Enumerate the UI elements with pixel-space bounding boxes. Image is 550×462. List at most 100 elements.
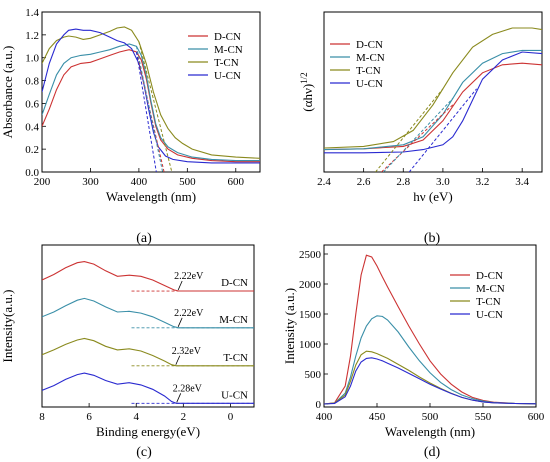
tangent-line-b-1 [383, 98, 454, 172]
x-tick-label-c-3: 2 [181, 411, 187, 423]
y-tick-label-a-6: 1.2 [25, 30, 39, 42]
x-tick-label-d-2: 500 [422, 411, 439, 423]
series-line-d-d-cn [324, 254, 536, 405]
y-axis-label-a: Absorbance (a.u.) [0, 46, 15, 139]
y-axis-label-sup-b: 1/2 [299, 72, 309, 84]
x-tick-label-c-1: 6 [86, 411, 92, 423]
annot-arrow-0 [177, 280, 183, 291]
legend-d: D-CNM-CNT-CNU-CN [450, 270, 505, 321]
series-group-d [324, 254, 536, 405]
plot-frame-c [41, 244, 255, 408]
x-axis-label-d: Wavelength (nm) [385, 424, 475, 439]
legend-label-b-1: M-CN [356, 52, 385, 64]
y-tick-label-a-0: 0.0 [25, 167, 39, 179]
legend-label-a-1: M-CN [214, 44, 243, 56]
series-label-c-1: M-CN [219, 314, 248, 326]
y-tick-label-d-4: 2000 [299, 279, 322, 291]
annot-text-3: 2.28eV [173, 383, 203, 394]
legend-label-d-3: U-CN [476, 309, 503, 321]
x-axis-label-a: Wavelength (nm) [106, 189, 196, 204]
annot-arrow-2 [175, 355, 181, 365]
series-line-c-d-cn [42, 261, 254, 292]
y-tick-label-d-5: 2500 [299, 249, 322, 261]
legend-label-d-1: M-CN [476, 283, 505, 295]
tangent-line-a-2 [138, 41, 173, 172]
annot-text-0: 2.22eV [174, 271, 204, 282]
tangent-line-b-0 [381, 104, 454, 172]
y-tick-label-a-4: 0.8 [25, 76, 39, 88]
chart-panel-a: 200 300 400 500 600 0.0 0.2 0.4 0.6 0.8 1.0 1.2 1.4 W… [0, 7, 261, 246]
annot-arrow-1 [177, 317, 183, 328]
series-line-c-m-cn [42, 297, 254, 329]
annot-text-1: 2.22eV [174, 308, 204, 319]
series-group-a [42, 26, 260, 172]
x-tick-label-a-3: 500 [179, 176, 196, 188]
y-tick-label-a-2: 0.4 [25, 121, 39, 133]
series-line-c-t-cn [42, 337, 254, 367]
series-line-b-d-cn [324, 62, 542, 151]
series-group-c [42, 261, 254, 404]
legend-label-b-2: T-CN [356, 65, 381, 77]
x-axis-label-c: Binding energy(eV) [96, 424, 200, 439]
series-label-c-0: D-CN [221, 277, 248, 289]
annot-text-2: 2.32eV [172, 346, 202, 357]
y-tick-label-d-0: 0 [316, 399, 322, 411]
legend-label-a-0: D-CN [214, 31, 241, 43]
x-tick-label-a-0: 200 [34, 176, 51, 188]
series-label-c-3: U-CN [221, 389, 248, 401]
series-line-b-u-cn [324, 51, 542, 154]
plot-frame-b [323, 11, 543, 173]
series-line-d-u-cn [324, 357, 536, 405]
x-tick-label-b-4: 3.2 [476, 176, 490, 188]
x-tick-label-b-3: 3.0 [436, 176, 450, 188]
y-axis-label-d: Intensity (a.u.) [282, 288, 297, 364]
y-axis-label-c: Intensity(a.u.) [0, 290, 15, 363]
tangent-line-a-1 [135, 46, 164, 172]
legend-b: D-CNM-CNT-CNU-CN [330, 39, 385, 90]
x-tick-label-c-2: 4 [133, 411, 139, 423]
tangent-line-b-2 [375, 88, 444, 172]
y-tick-label-a-5: 1.0 [25, 53, 39, 65]
panel-label-d: (d) [424, 445, 441, 460]
legend-label-b-3: U-CN [356, 78, 383, 90]
panel-label-a: (a) [136, 231, 152, 246]
series-line-d-t-cn [324, 350, 536, 405]
series-group-b [324, 27, 542, 172]
chart-panel-b: 2.4 2.6 2.8 3.0 3.2 3.4 hν (eV) (αhν)1/2 D-CNM-C… [299, 11, 543, 246]
series-line-a-t-cn [42, 26, 260, 159]
x-axis-label-b: hν (eV) [413, 189, 452, 204]
panel-label-c: (c) [136, 445, 152, 460]
annot-arrow-3 [176, 393, 182, 403]
y-axis-label-b: (αhν)1/2 [299, 72, 315, 111]
y-tick-label-a-3: 0.6 [25, 98, 39, 110]
x-tick-label-a-4: 600 [228, 176, 245, 188]
series-line-c-u-cn [42, 372, 254, 404]
chart-panel-d: 400 450 500 550 600 0 500 1000 1500 2000 2500 Wavel… [282, 244, 545, 460]
y-tick-label-a-1: 0.2 [25, 144, 39, 156]
x-tick-label-d-0: 400 [316, 411, 333, 423]
y-tick-label-d-2: 1000 [299, 339, 322, 351]
x-tick-label-a-2: 400 [131, 176, 148, 188]
y-tick-label-d-3: 1500 [299, 309, 322, 321]
legend-a: D-CNM-CNT-CNU-CN [188, 31, 243, 82]
x-tick-label-b-0: 2.4 [317, 176, 331, 188]
tangent-line-b-3 [408, 88, 477, 172]
x-tick-label-b-5: 3.4 [515, 176, 529, 188]
x-tick-label-c-4: 0 [228, 411, 234, 423]
series-line-b-t-cn [324, 27, 542, 149]
y-tick-label-d-1: 500 [305, 369, 322, 381]
panel-label-b: (b) [424, 231, 441, 246]
chart-panel-c: 8 6 4 2 0 Binding energy(eV) Intensity(a.u.) 2.… [0, 244, 255, 460]
x-tick-label-d-4: 600 [528, 411, 545, 423]
legend-label-b-0: D-CN [356, 39, 383, 51]
x-tick-label-a-1: 300 [82, 176, 99, 188]
legend-label-a-3: U-CN [214, 70, 241, 82]
series-line-a-u-cn [42, 28, 260, 164]
x-tick-label-c-0: 8 [39, 411, 45, 423]
x-tick-label-d-1: 450 [369, 411, 386, 423]
x-tick-label-d-3: 550 [475, 411, 492, 423]
legend-label-a-2: T-CN [214, 57, 239, 69]
series-label-c-2: T-CN [223, 352, 248, 364]
x-tick-label-b-1: 2.6 [357, 176, 371, 188]
